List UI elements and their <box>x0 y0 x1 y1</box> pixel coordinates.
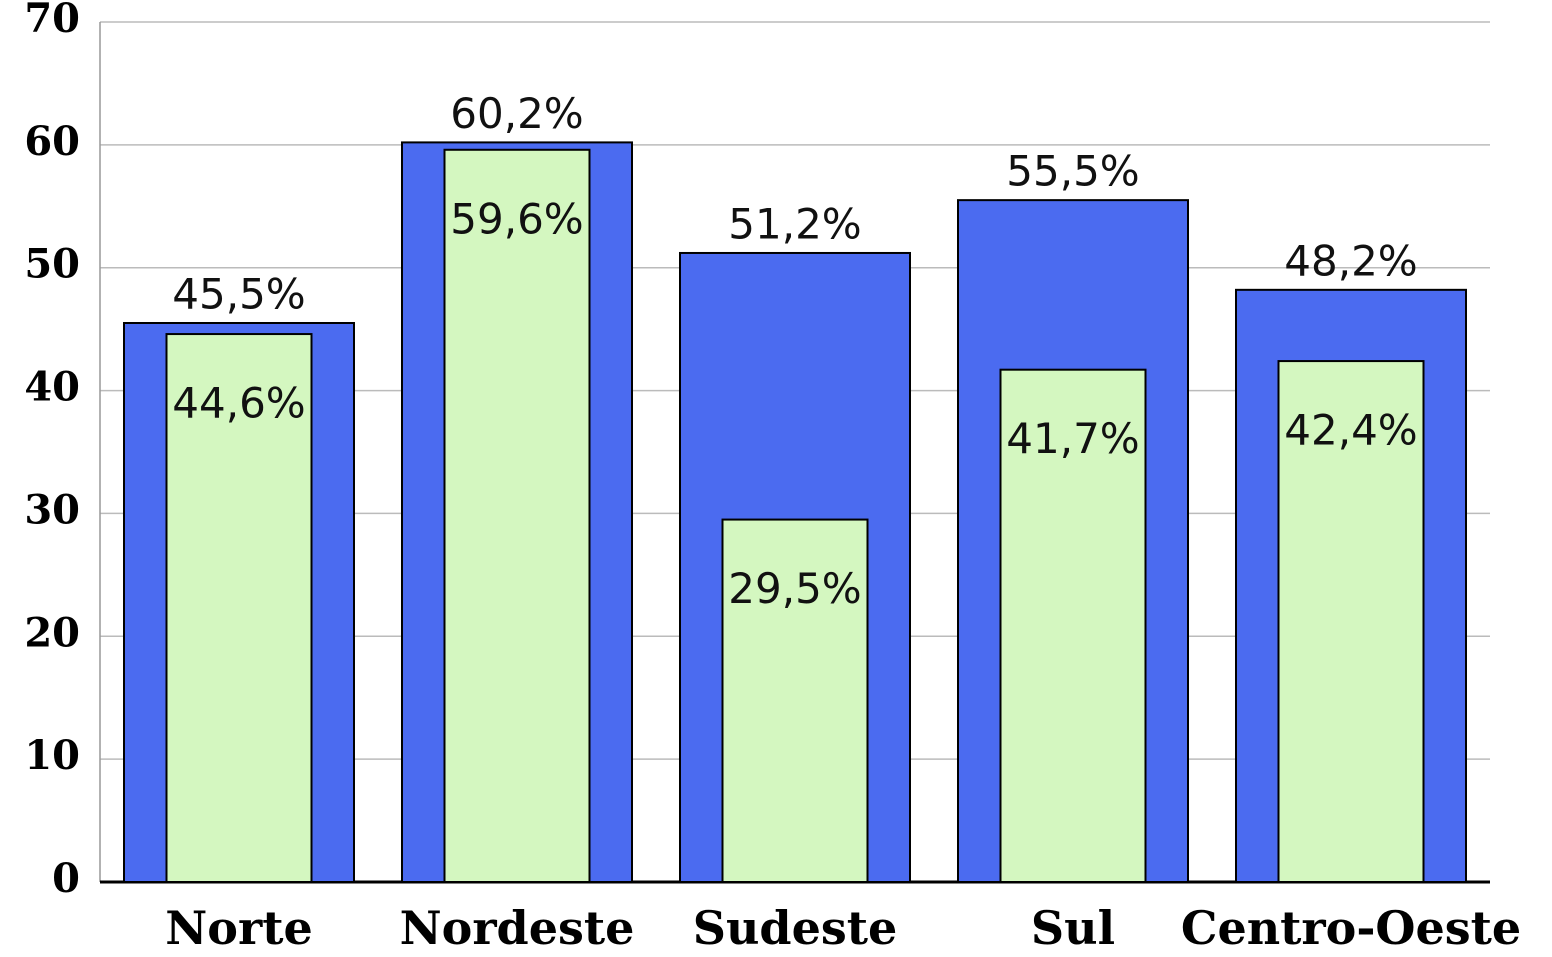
x-tick-label: Nordeste <box>400 901 635 955</box>
data-label: 29,5% <box>728 564 861 613</box>
x-tick-label: Sul <box>1031 901 1115 955</box>
data-label: 59,6% <box>450 194 583 243</box>
x-tick-label: Norte <box>165 901 312 955</box>
y-tick-label: 50 <box>24 241 80 288</box>
data-label: 55,5% <box>1006 147 1139 196</box>
data-label: 45,5% <box>172 270 305 319</box>
y-tick-label: 40 <box>24 364 80 411</box>
data-label: 48,2% <box>1284 236 1417 285</box>
y-tick-label: 20 <box>24 609 80 656</box>
y-tick-label: 70 <box>24 0 80 42</box>
data-label: 44,6% <box>172 379 305 428</box>
y-tick-label: 0 <box>52 855 80 902</box>
data-label: 41,7% <box>1006 414 1139 463</box>
data-label: 42,4% <box>1284 406 1417 455</box>
y-tick-label: 60 <box>24 118 80 165</box>
x-tick-label: Centro-Oeste <box>1181 901 1521 955</box>
x-tick-label: Sudeste <box>693 901 898 955</box>
data-label: 60,2% <box>450 89 583 138</box>
data-label: 51,2% <box>728 199 861 248</box>
bar <box>1277 360 1425 884</box>
bar <box>721 518 869 883</box>
bar <box>443 148 591 883</box>
bar <box>165 333 313 883</box>
y-tick-label: 30 <box>24 486 80 533</box>
y-tick-label: 10 <box>24 732 80 779</box>
bar <box>999 368 1147 883</box>
